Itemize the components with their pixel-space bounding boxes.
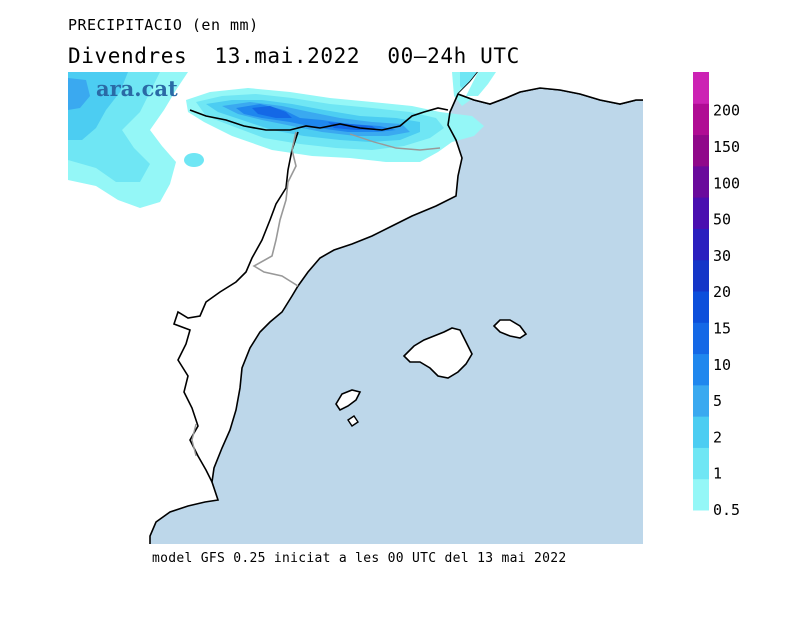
legend-label: 200 — [713, 102, 740, 120]
legend-label: 15 — [713, 320, 731, 338]
france-land — [458, 72, 643, 104]
ara-cat-logo: ara.cat — [96, 76, 178, 101]
map-date-title: Divendres 13.mai.2022 00–24h UTC — [68, 44, 534, 68]
legend-label: 100 — [713, 174, 740, 192]
coastline — [149, 72, 479, 544]
legend-label: 20 — [713, 283, 731, 301]
eivissa-island — [335, 389, 362, 412]
legend-labels: 0.5 1 2 5 10 15 20 30 50 100 150 200 — [713, 102, 740, 519]
legend-label: 10 — [713, 356, 731, 374]
legend-swatch — [693, 353, 709, 386]
map-variable-title: PRECIPITACIO (en mm) — [68, 16, 259, 34]
period-label: 00–24h UTC — [387, 44, 520, 68]
legend-swatch — [693, 478, 709, 511]
regional-border — [252, 131, 299, 287]
legend-color-bar — [693, 72, 709, 511]
legend-swatch — [693, 322, 709, 355]
legend-label: 0.5 — [713, 501, 740, 519]
mallorca-island — [402, 327, 473, 379]
legend-label: 1 — [713, 465, 722, 483]
legend-swatch — [693, 259, 709, 292]
legend-swatch — [693, 134, 709, 167]
menorca-island — [492, 319, 528, 339]
west-outline — [172, 131, 299, 483]
model-info-footer: model GFS 0.25 iniciat a les 00 UTC del … — [152, 551, 567, 566]
legend-swatch — [693, 384, 709, 417]
national-border — [189, 107, 449, 131]
legend-swatch — [693, 447, 709, 480]
legend-label: 150 — [713, 138, 740, 156]
date-label: 13.mai.2022 — [214, 44, 361, 68]
regional-border-west — [191, 423, 197, 457]
legend-swatch — [693, 197, 709, 229]
formentera-island — [347, 415, 359, 427]
land-area — [68, 72, 478, 544]
legend-swatch — [693, 103, 709, 136]
legend-label: 2 — [713, 428, 722, 446]
legend-label: 5 — [713, 392, 722, 410]
regional-border-north — [349, 133, 441, 151]
legend-swatch — [693, 416, 709, 448]
legend-swatch — [693, 291, 709, 323]
legend-swatch — [693, 228, 709, 261]
legend-label: 50 — [713, 211, 731, 229]
day-label: Divendres — [68, 44, 188, 68]
legend-label: 30 — [713, 247, 731, 265]
legend-swatch — [693, 72, 709, 104]
legend-swatch — [693, 165, 709, 198]
